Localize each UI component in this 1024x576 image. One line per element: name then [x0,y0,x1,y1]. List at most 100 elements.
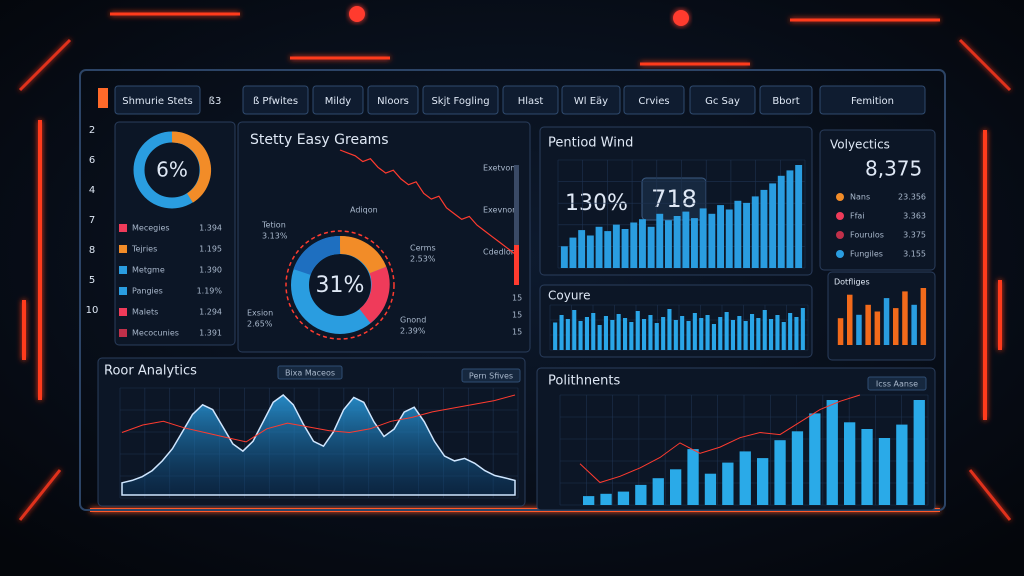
nav-tab-label[interactable]: Bbort [772,96,799,107]
bar [737,316,742,350]
sidebar-item[interactable]: 10 [86,305,99,316]
nav-tab-label[interactable]: ß3 [209,96,222,107]
bar [734,200,742,268]
list-icon [119,308,127,316]
bar [911,304,917,345]
callout-label: Cerms [410,244,436,253]
bar [682,211,690,268]
bar [826,400,838,505]
scroll-thumb [514,245,519,285]
bar [743,202,750,268]
list-value: 3.375 [903,231,926,240]
sidebar-item[interactable]: 6 [89,155,95,166]
bar [762,310,767,350]
nav-tab-label[interactable]: Gc Say [705,96,740,107]
bar [584,317,589,350]
nav-tab[interactable] [623,85,685,115]
bar [883,298,890,345]
nav-tab[interactable] [819,85,926,115]
bar [612,224,620,268]
bar [680,316,685,350]
kpi: 8,375 [865,157,922,181]
panel [827,271,936,361]
sidebar-item[interactable]: 4 [89,185,95,196]
bar [559,315,564,350]
sidebar-item[interactable]: 8 [89,245,95,256]
bar [800,308,805,350]
bar [786,170,794,268]
bar [896,424,908,505]
bar [597,325,602,350]
nav-tab[interactable] [422,85,499,115]
frame-light [673,10,689,26]
bar [902,291,908,345]
bar [572,310,577,350]
list-icon [119,245,127,253]
panel [237,121,531,353]
nav-tab-label[interactable]: Crvies [638,96,669,107]
callout-value: 2.65% [247,320,273,329]
list-value: 1.195 [199,245,222,254]
bar [603,316,608,350]
panel-title: Pentiod Wind [548,136,633,151]
sidebar-item[interactable]: 7 [89,215,95,226]
bar [920,288,927,345]
bar [661,317,666,350]
nav-tab-label[interactable]: Femition [851,96,894,107]
panel-title: Dotfliges [834,278,870,287]
nav-tab[interactable] [689,85,756,115]
legend-entry: Exetvon [483,164,515,173]
bar [591,313,596,350]
donut-b [291,235,390,334]
bar [704,473,717,505]
frame-light [349,6,365,22]
list-value: 23.356 [898,193,926,202]
bar [617,491,630,505]
bar [711,324,716,350]
nav-tab[interactable] [502,85,559,115]
list-value: 3.155 [903,250,926,259]
list-label: Tejries [131,245,157,254]
bar [673,216,681,268]
nav-tab-label[interactable]: Hlast [518,96,544,107]
button[interactable] [461,368,521,383]
nav-tab[interactable] [561,85,621,115]
nav-tab[interactable] [114,85,201,115]
donut-a [133,131,212,209]
panel-title: Polithnents [548,374,620,389]
donut-ring [285,230,395,340]
bar [600,493,612,505]
bar [730,320,735,350]
nav-tab[interactable] [312,85,364,115]
callout-value: 3.13% [262,232,288,241]
button-label[interactable]: Icss Aanse [876,380,918,389]
panel-title: Roor Analytics [104,364,197,379]
bar [769,319,774,350]
sidebar-item[interactable]: 5 [89,275,95,286]
bar [621,229,629,268]
button-label[interactable]: Pern Sfives [469,372,513,381]
nav-tab-label[interactable]: ß Pfwites [253,96,298,107]
nav-tab[interactable] [759,85,813,115]
nav-tab[interactable] [242,85,309,115]
list-icon [836,212,844,220]
tick-label: 15 [512,328,522,337]
button[interactable] [867,376,927,391]
list-value: 1.19% [197,287,223,296]
nav-tab-label[interactable]: Shmurie Stets [122,96,193,107]
nav-tab[interactable] [367,85,419,115]
button[interactable] [277,365,343,380]
nav-tab-label[interactable]: Mildy [325,96,352,107]
nav-tab-label[interactable]: Skjt Fogling [431,96,489,107]
button-label[interactable]: Bixa Maceos [285,369,335,378]
bar [630,222,638,268]
bar [769,183,777,268]
nav-tab-label[interactable]: Nloors [377,96,409,107]
nav-tab-label[interactable]: Wl Eäy [574,96,608,107]
list-value: 1.391 [199,329,222,338]
bar [686,321,691,350]
sidebar-item[interactable]: 2 [89,125,95,136]
list-icon [119,266,127,274]
callout-label: Exsion [247,309,273,318]
